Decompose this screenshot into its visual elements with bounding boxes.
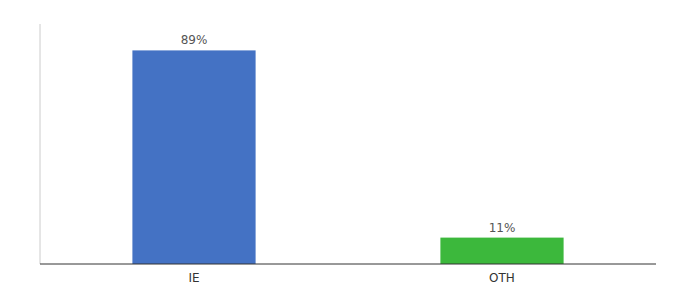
data-label: 11%	[489, 221, 516, 235]
chart: IE OTH 89% 11%	[0, 0, 680, 300]
x-tick-label: OTH	[489, 271, 515, 285]
bar	[132, 50, 255, 264]
bar	[440, 238, 563, 264]
bars	[132, 50, 563, 264]
y-axis-line	[40, 24, 41, 264]
data-label: 89%	[181, 33, 208, 47]
x-axis-line	[40, 264, 656, 265]
chart-container: IE OTH 89% 11%	[0, 0, 680, 300]
x-tick-label: IE	[188, 271, 199, 285]
